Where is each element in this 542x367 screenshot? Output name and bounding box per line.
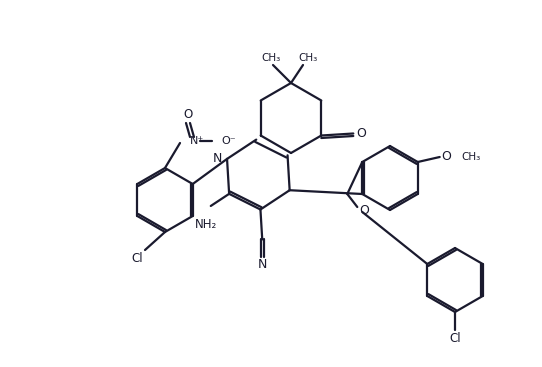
Text: O⁻: O⁻	[221, 136, 236, 146]
Text: Cl: Cl	[131, 251, 143, 265]
Text: CH₃: CH₃	[462, 152, 481, 162]
Text: N: N	[257, 258, 267, 271]
Text: Cl: Cl	[449, 331, 461, 345]
Text: N: N	[212, 152, 222, 166]
Text: NH₂: NH₂	[195, 218, 217, 231]
Text: O: O	[183, 109, 192, 121]
Text: O: O	[359, 203, 369, 217]
Text: O: O	[357, 127, 366, 140]
Text: O: O	[441, 150, 450, 164]
Text: CH₃: CH₃	[261, 53, 281, 63]
Text: N⁺: N⁺	[190, 136, 204, 146]
Text: CH₃: CH₃	[299, 53, 318, 63]
